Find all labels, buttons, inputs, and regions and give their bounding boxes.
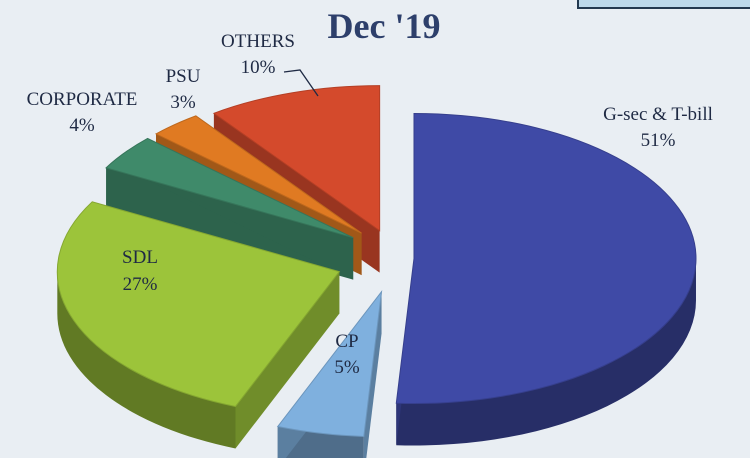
- label-others-name: OTHERS: [221, 31, 295, 52]
- slice-g-sec-t-bill: [395, 112, 697, 446]
- label-corporate-value: 4%: [69, 115, 95, 136]
- slice-sdl: [56, 201, 341, 449]
- slice-cp: [276, 289, 383, 458]
- slice-cut-face: [235, 271, 340, 449]
- slice-top: [154, 115, 362, 234]
- label-cp-value: 5%: [334, 357, 360, 378]
- label-gsec-value: 51%: [641, 130, 676, 151]
- label-gsec-name: G-sec & T-bill: [603, 104, 713, 125]
- decorative-corner-box: [577, 0, 750, 9]
- slice-layer: [56, 85, 697, 458]
- label-psu-value: 3%: [170, 92, 196, 113]
- label-psu-name: PSU: [166, 66, 201, 87]
- slice-wall: [57, 271, 236, 449]
- label-others-value: 10%: [241, 57, 276, 78]
- others-leader-line: [283, 69, 319, 97]
- label-sdl-name: SDL: [122, 247, 158, 268]
- slice-top: [105, 137, 354, 239]
- slice-corporate: [105, 137, 354, 280]
- label-sdl-value: 27%: [123, 274, 158, 295]
- slice-top: [56, 201, 341, 408]
- chart-title: Dec '19: [328, 6, 441, 46]
- label-corporate-name: CORPORATE: [27, 89, 138, 110]
- label-cp-name: CP: [335, 331, 358, 352]
- slice-wall: [396, 258, 696, 446]
- slice-cut-face: [106, 167, 354, 280]
- slice-top: [212, 85, 381, 232]
- slice-top: [276, 289, 383, 437]
- slice-top: [395, 112, 697, 404]
